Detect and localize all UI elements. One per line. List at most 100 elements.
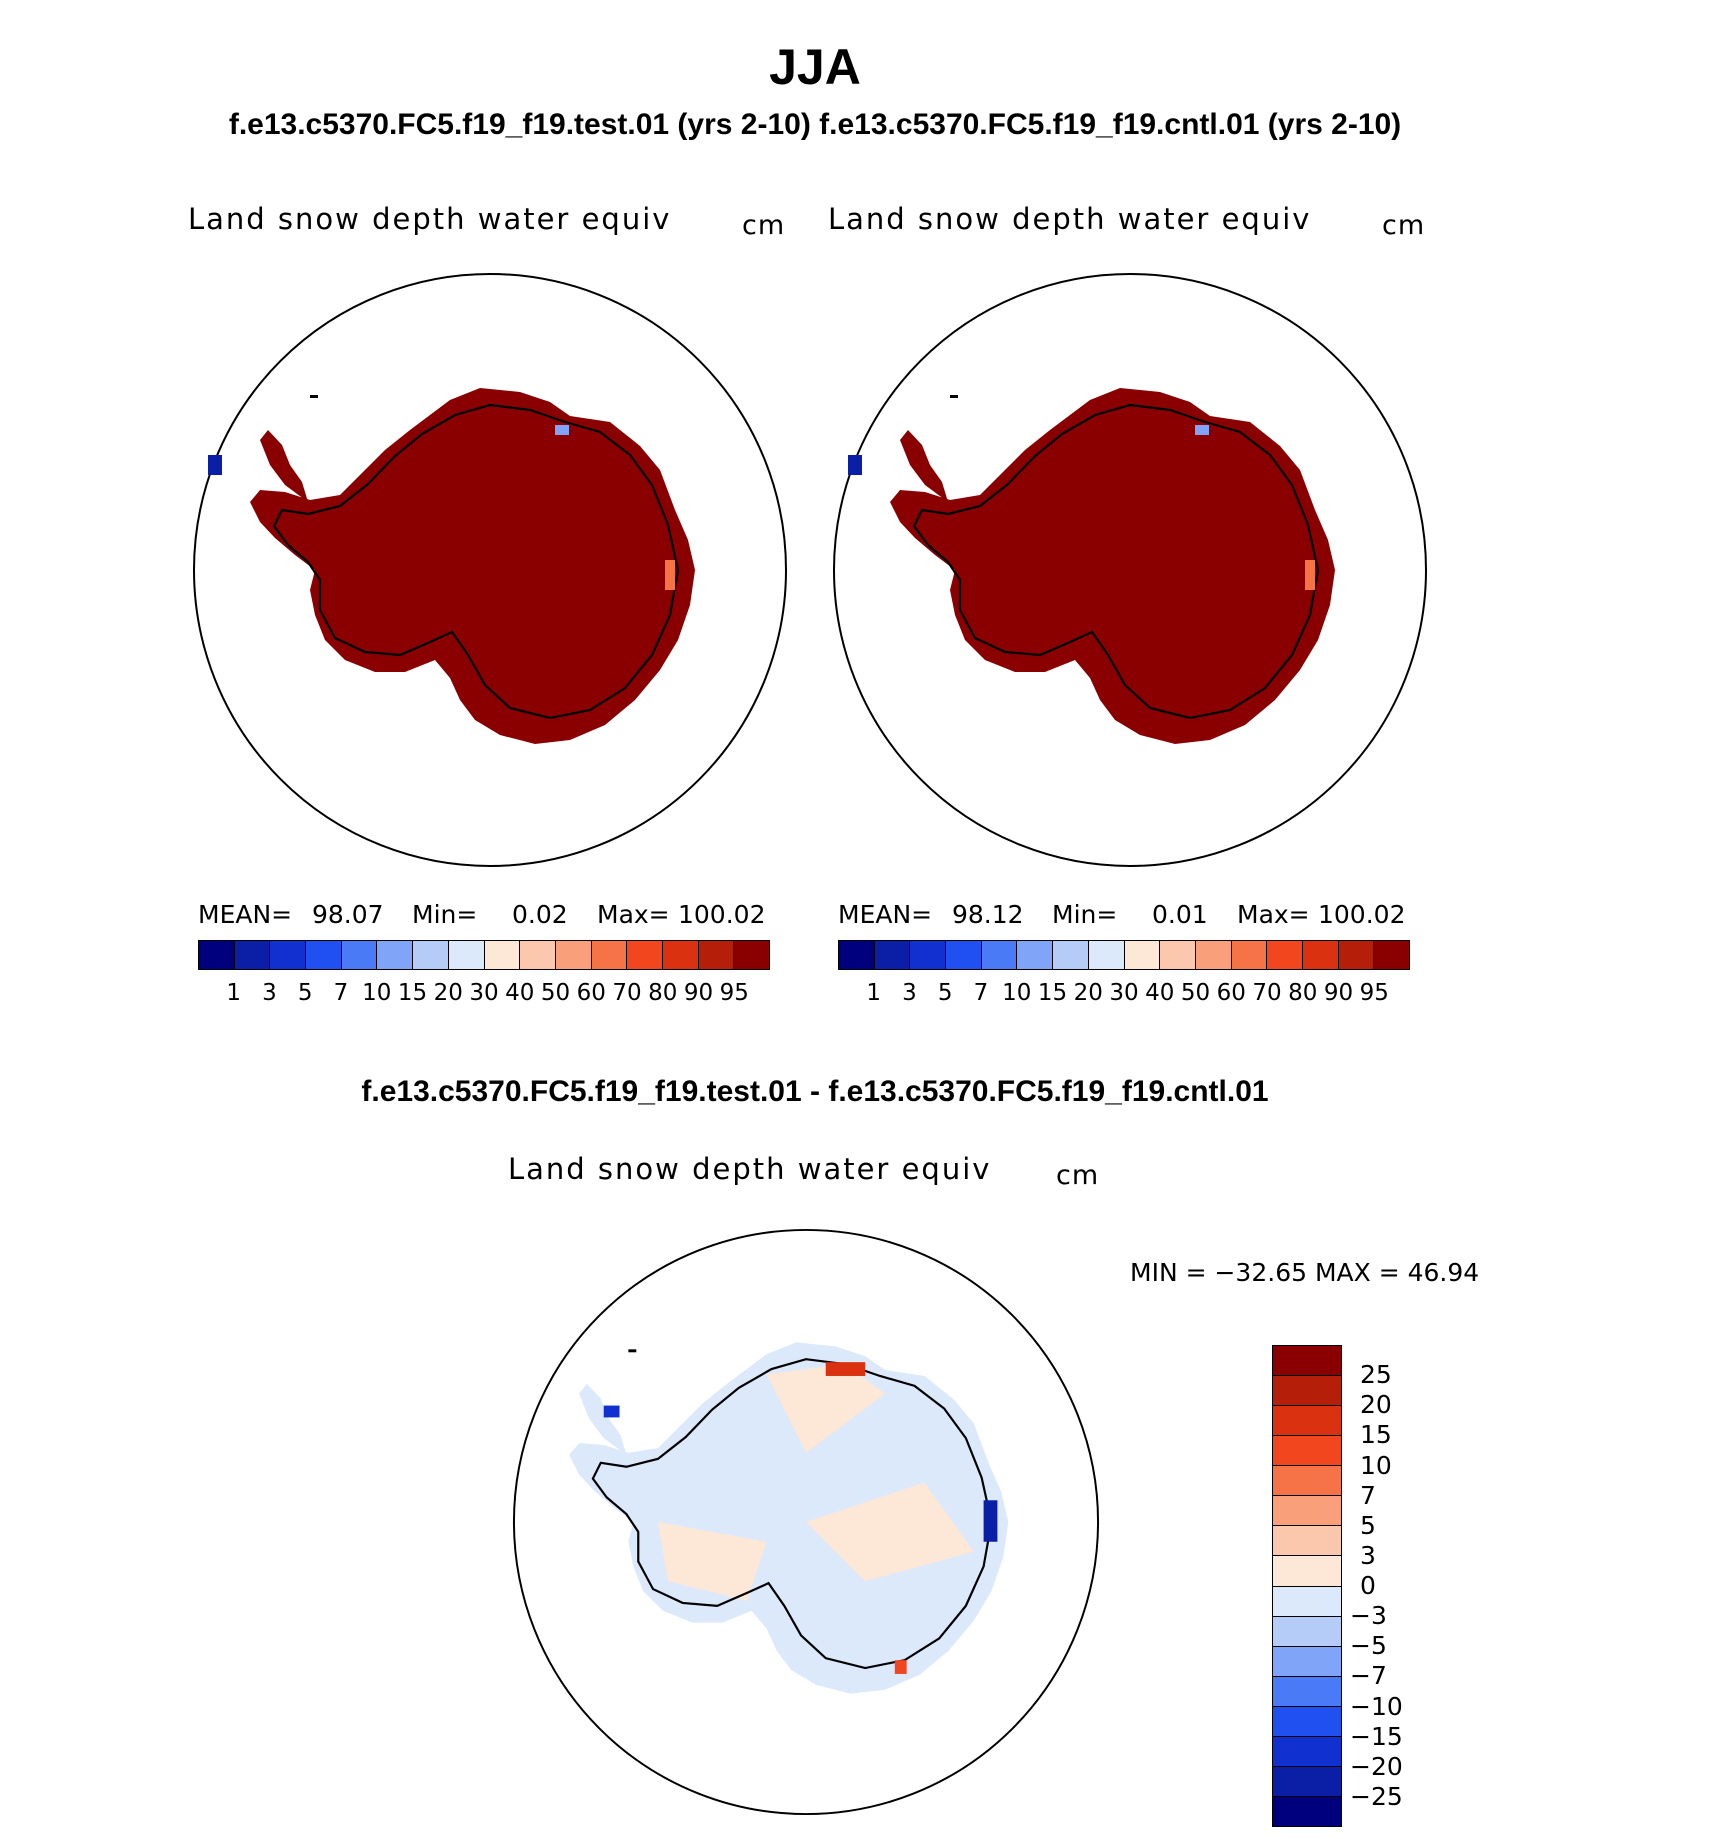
colorbar-tick-label: 95 <box>1359 980 1389 1006</box>
antarctic-peninsula <box>260 430 308 502</box>
colorbar-swatch <box>1273 1766 1341 1797</box>
colorbar-tick-label: −5 <box>1350 1631 1387 1661</box>
colorbar-tick-label: −15 <box>1350 1721 1403 1751</box>
colorbar-tick-label: 30 <box>469 980 499 1006</box>
colorbar-tick-label: 0 <box>1360 1571 1376 1600</box>
panel-2-map <box>833 273 1427 867</box>
colorbar-swatch <box>946 941 982 969</box>
colorbar-tick-label: 50 <box>1180 980 1211 1006</box>
antarctic-peninsula <box>579 1383 627 1455</box>
colorbar-tick-label: 10 <box>1002 980 1032 1006</box>
diff-warm-patch-1 <box>766 1364 885 1453</box>
panel-2-mean-label: MEAN= <box>838 900 933 929</box>
colorbar-tick-label: 60 <box>576 980 606 1006</box>
small-island-black <box>628 1349 637 1353</box>
colorbar-tick-label: 20 <box>1073 980 1103 1006</box>
colorbar-swatch <box>1338 941 1375 969</box>
colorbar-swatch <box>1124 941 1161 969</box>
colorbar-tick-label: 40 <box>505 980 535 1006</box>
colorbar-tick-label: 7 <box>973 980 989 1006</box>
colorbar-tick-label: 40 <box>1145 980 1175 1006</box>
colorbar-swatch <box>1231 941 1268 969</box>
colorbar-tick-label: 5 <box>937 980 953 1006</box>
antarctica-snow-field <box>890 388 1335 744</box>
antarctic-peninsula <box>900 430 948 502</box>
colorbar-tick-label: 60 <box>1216 980 1246 1006</box>
diff-map <box>512 1228 1100 1816</box>
colorbar-swatch <box>627 941 663 969</box>
colorbar-swatch <box>377 941 414 969</box>
diff-colorbar <box>1272 1345 1342 1827</box>
colorbar-tick-label: 20 <box>1360 1390 1392 1420</box>
panel-1-min-label: Min= <box>412 900 478 929</box>
diff-variable-label: Land snow depth water equiv <box>508 1152 992 1186</box>
diff-anomaly-darkblue <box>983 1500 998 1542</box>
colorbar-swatch <box>839 941 875 969</box>
colorbar-swatch <box>1273 1436 1341 1467</box>
colorbar-swatch <box>981 941 1018 969</box>
colorbar-swatch <box>341 941 378 969</box>
colorbar-swatch <box>1053 941 1089 969</box>
colorbar-tick-label: 20 <box>433 980 463 1006</box>
panel-1-map <box>193 273 787 867</box>
diff-warm-patch-3 <box>658 1522 767 1601</box>
coastal-anomaly-1 <box>555 425 569 435</box>
panel-1-variable-label: Land snow depth water equiv <box>188 202 672 236</box>
colorbar-tick-label: 90 <box>683 980 714 1006</box>
panel-2-units-label: cm <box>1382 210 1426 241</box>
colorbar-tick-label: 15 <box>1037 980 1068 1006</box>
diff-title: f.e13.c5370.FC5.f19_f19.test.01 - f.e13.… <box>361 1075 1269 1108</box>
panel-2-mean-value: 98.12 <box>952 900 1024 929</box>
colorbar-swatch <box>1273 1646 1341 1677</box>
panel-2-max-label: Max= <box>1237 900 1310 929</box>
colorbar-swatch <box>1302 941 1339 969</box>
colorbar-tick-label: 10 <box>1360 1450 1392 1480</box>
colorbar-swatch <box>413 941 449 969</box>
coastal-anomaly-2 <box>665 560 675 590</box>
coastline <box>591 1358 993 1670</box>
colorbar-swatch <box>1374 941 1409 969</box>
colorbar-tick-label: 70 <box>1252 980 1282 1006</box>
colorbar-swatch <box>910 941 947 969</box>
diff-units-label: cm <box>1056 1160 1100 1191</box>
antarctica-diff-field <box>569 1342 1009 1694</box>
colorbar-swatch <box>1273 1616 1341 1647</box>
panel-1-mean-label: MEAN= <box>198 900 293 929</box>
panel-2-variable-label: Land snow depth water equiv <box>828 202 1312 236</box>
colorbar-tick-label: 3 <box>902 980 917 1006</box>
colorbar-tick-label: −10 <box>1350 1691 1403 1721</box>
colorbar-swatch <box>555 941 592 969</box>
colorbar-tick-label: 95 <box>719 980 749 1006</box>
colorbar-tick-label: 1 <box>226 980 242 1006</box>
colorbar-tick-label: 7 <box>1360 1480 1376 1510</box>
coastline <box>272 403 680 720</box>
colorbar-tick-label: −3 <box>1350 1601 1387 1631</box>
colorbar-swatch <box>1273 1556 1341 1587</box>
panel-1-max-value: 100.02 <box>678 900 766 929</box>
colorbar-swatch <box>591 941 628 969</box>
panel-2-min-value: 0.01 <box>1152 900 1208 929</box>
colorbar-swatch <box>1273 1376 1341 1407</box>
colorbar-tick-label: 70 <box>612 980 642 1006</box>
panel-2-max-value: 100.02 <box>1318 900 1406 929</box>
colorbar-swatch <box>1273 1796 1341 1826</box>
diff-anomaly-red <box>825 1362 866 1376</box>
colorbar-tick-label: −20 <box>1350 1751 1403 1781</box>
colorbar-swatch <box>1088 941 1125 969</box>
colorbar-swatch <box>1273 1406 1341 1437</box>
colorbar-swatch <box>734 941 769 969</box>
colorbar-tick-label: 7 <box>333 980 349 1006</box>
colorbar-swatch <box>1017 941 1054 969</box>
colorbar-swatch <box>1273 1586 1341 1617</box>
colorbar-swatch <box>1273 1736 1341 1767</box>
panel-2-min-label: Min= <box>1052 900 1118 929</box>
colorbar-swatch <box>270 941 307 969</box>
small-island-blue <box>208 455 222 475</box>
small-island-blue <box>848 455 862 475</box>
colorbar-swatch <box>484 941 521 969</box>
colorbar-swatch <box>1195 941 1232 969</box>
colorbar-tick-label: −25 <box>1350 1781 1403 1811</box>
colorbar-tick-label: 25 <box>1360 1360 1392 1390</box>
diff-warm-patch-2 <box>806 1482 974 1582</box>
small-island-black <box>310 395 318 398</box>
